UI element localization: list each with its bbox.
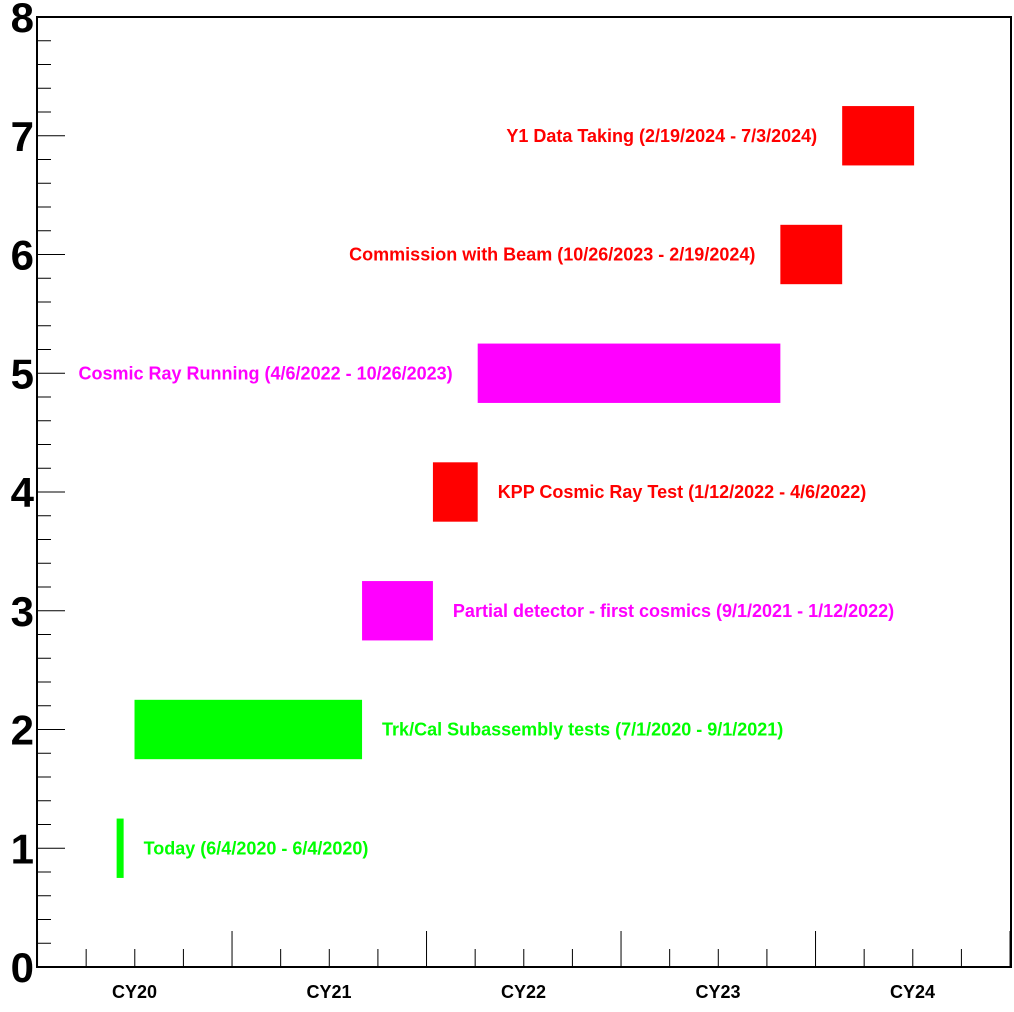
x-tick-label: CY20	[112, 982, 157, 1002]
x-tick-label: CY22	[501, 982, 546, 1002]
gantt-bar-label: KPP Cosmic Ray Test (1/12/2022 - 4/6/202…	[498, 482, 867, 502]
x-tick-label: CY23	[696, 982, 741, 1002]
y-tick-label: 2	[11, 707, 34, 754]
gantt-bar-label: Commission with Beam (10/26/2023 - 2/19/…	[349, 245, 755, 265]
gantt-bar	[432, 462, 478, 522]
gantt-bar-label: Partial detector - first cosmics (9/1/20…	[453, 601, 894, 621]
y-tick-label: 3	[11, 588, 34, 635]
gantt-bar	[134, 699, 363, 760]
gantt-bar-label: Cosmic Ray Running (4/6/2022 - 10/26/202…	[79, 363, 453, 383]
gantt-bar	[362, 581, 433, 641]
gantt-bar	[842, 106, 915, 166]
x-tick-label: CY21	[307, 982, 352, 1002]
x-tick-label: CY24	[890, 982, 935, 1002]
gantt-bar	[477, 343, 781, 403]
bar-labels: Today (6/4/2020 - 6/4/2020) Trk/Cal Subas…	[79, 126, 895, 859]
y-axis: 0 1 2 3 4 5 6 7 8	[11, 0, 65, 991]
y-tick-label: 1	[11, 825, 34, 872]
y-tick-label: 8	[11, 0, 34, 41]
bars	[116, 106, 915, 878]
gantt-bar	[780, 224, 843, 285]
gantt-bar-label: Today (6/4/2020 - 6/4/2020)	[144, 838, 369, 858]
x-axis: CY20 CY21 CY22 CY23 CY24	[37, 931, 1011, 1002]
y-tick-label: 0	[11, 944, 34, 991]
y-tick-label: 4	[11, 469, 35, 516]
y-tick-label: 5	[11, 350, 34, 397]
gantt-bar-label: Trk/Cal Subassembly tests (7/1/2020 - 9/…	[382, 720, 783, 740]
gantt-bar-label: Y1 Data Taking (2/19/2024 - 7/3/2024)	[506, 126, 817, 146]
y-tick-label: 6	[11, 232, 34, 279]
y-tick-label: 7	[11, 113, 34, 160]
gantt-bar	[116, 818, 124, 878]
